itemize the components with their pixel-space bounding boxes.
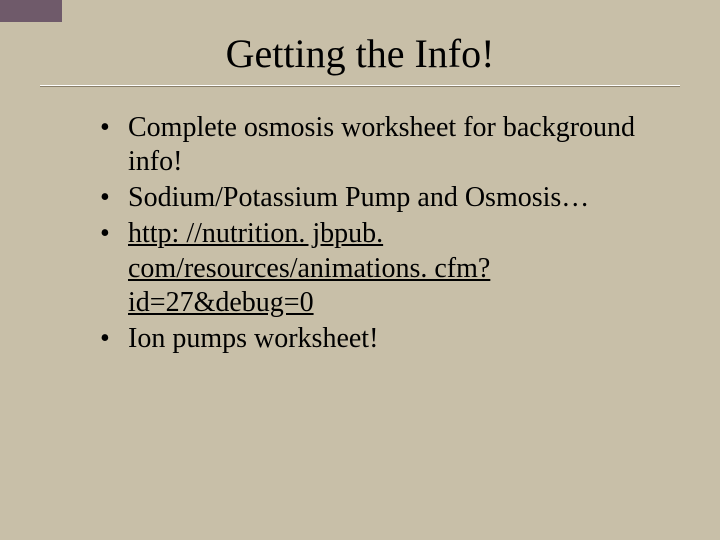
slide-title: Getting the Info! — [40, 30, 680, 77]
list-item: Complete osmosis worksheet for backgroun… — [100, 111, 660, 179]
accent-bar — [0, 0, 62, 22]
slide-container: Getting the Info! Complete osmosis works… — [0, 0, 720, 356]
list-item: http: //nutrition. jbpub. com/resources/… — [100, 217, 660, 319]
bullet-text: Sodium/Potassium Pump and Osmosis… — [128, 182, 589, 213]
list-item: Sodium/Potassium Pump and Osmosis… — [100, 181, 660, 215]
bullet-list: Complete osmosis worksheet for backgroun… — [100, 111, 660, 356]
bullet-link-text[interactable]: http: //nutrition. jbpub. com/resources/… — [128, 218, 490, 317]
bullet-text: Complete osmosis worksheet for backgroun… — [128, 112, 635, 177]
list-item: Ion pumps worksheet! — [100, 322, 660, 356]
bullet-text: Ion pumps worksheet! — [128, 323, 378, 354]
title-divider — [40, 85, 680, 87]
slide-body: Complete osmosis worksheet for backgroun… — [40, 111, 680, 356]
